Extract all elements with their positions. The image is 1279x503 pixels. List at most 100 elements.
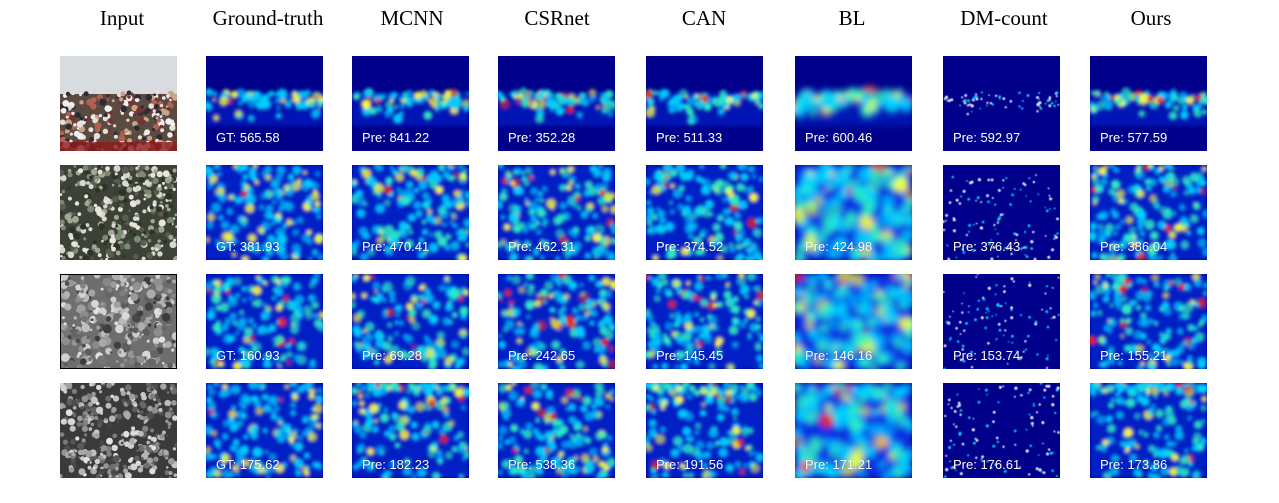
bl-density-map-row-4: Pre: 171.21 [795,383,912,478]
gt-density-map-row-3: GT: 160.93 [206,274,323,369]
input-image-row-4 [60,383,177,478]
csrnet-density-map-row-1: Pre: 352.28 [498,56,615,151]
density-heatmap [498,274,615,369]
density-heatmap [498,383,615,478]
density-heatmap [206,165,323,260]
density-heatmap [943,274,1060,369]
predicted-count-label: Pre: 182.23 [362,457,430,472]
mcnn-density-map-row-4: Pre: 182.23 [352,383,469,478]
predicted-count-label: Pre: 69.28 [362,348,422,363]
density-heatmap [352,165,469,260]
column-header-bl: BL [838,6,866,30]
ours-density-map-row-4: Pre: 173.86 [1090,383,1207,478]
predicted-count-label: Pre: 538.36 [508,457,576,472]
predicted-count-label: Pre: 386.04 [1100,239,1168,254]
can-density-map-row-3: Pre: 145.45 [646,274,763,369]
density-heatmap [206,274,323,369]
density-heatmap [206,383,323,478]
can-density-map-row-2: Pre: 374.52 [646,165,763,260]
predicted-count-label: Pre: 352.28 [508,130,576,145]
predicted-count-label: Pre: 470.41 [362,239,430,254]
column-header-csrnet: CSRnet [524,6,590,30]
input-image-row-3 [60,274,177,369]
crowd-photo [60,56,177,151]
density-heatmap [206,56,323,151]
bl-density-map-row-3: Pre: 146.16 [795,274,912,369]
ground-truth-count-label: GT: 160.93 [216,348,280,363]
density-heatmap [646,274,763,369]
predicted-count-label: Pre: 376.43 [953,239,1021,254]
density-heatmap [795,165,912,260]
mcnn-density-map-row-2: Pre: 470.41 [352,165,469,260]
dmcount-density-map-row-1: Pre: 592.97 [943,56,1060,151]
column-header-input: Input [99,6,145,30]
dmcount-density-map-row-2: Pre: 376.43 [943,165,1060,260]
density-heatmap [498,165,615,260]
can-density-map-row-4: Pre: 191.56 [646,383,763,478]
mcnn-density-map-row-1: Pre: 841.22 [352,56,469,151]
csrnet-density-map-row-4: Pre: 538.36 [498,383,615,478]
predicted-count-label: Pre: 592.97 [953,130,1021,145]
density-heatmap [352,383,469,478]
csrnet-density-map-row-3: Pre: 242.65 [498,274,615,369]
dmcount-density-map-row-4: Pre: 176.61 [943,383,1060,478]
ground-truth-count-label: GT: 565.58 [216,130,280,145]
density-heatmap [1090,274,1207,369]
density-heatmap [1090,165,1207,260]
density-heatmap [646,165,763,260]
density-heatmap [352,56,469,151]
ground-truth-count-label: GT: 175.62 [216,457,280,472]
predicted-count-label: Pre: 577.59 [1100,130,1168,145]
predicted-count-label: Pre: 424.98 [805,239,873,254]
density-heatmap [943,165,1060,260]
predicted-count-label: Pre: 153.74 [953,348,1021,363]
density-heatmap [943,383,1060,478]
column-header-dmcount: DM-count [960,6,1048,30]
column-header-gt: Ground-truth [212,6,324,30]
bl-density-map-row-1: Pre: 600.46 [795,56,912,151]
predicted-count-label: Pre: 146.16 [805,348,873,363]
predicted-count-label: Pre: 374.52 [656,239,724,254]
crowd-photo [60,274,177,369]
predicted-count-label: Pre: 176.61 [953,457,1021,472]
predicted-count-label: Pre: 511.33 [656,130,723,145]
density-heatmap [795,274,912,369]
ours-density-map-row-3: Pre: 155.21 [1090,274,1207,369]
predicted-count-label: Pre: 145.45 [656,348,724,363]
gt-density-map-row-2: GT: 381.93 [206,165,323,260]
density-heatmap [795,56,912,151]
predicted-count-label: Pre: 173.86 [1100,457,1168,472]
column-header-can: CAN [681,6,727,30]
density-heatmap [943,56,1060,151]
csrnet-density-map-row-2: Pre: 462.31 [498,165,615,260]
ground-truth-count-label: GT: 381.93 [216,239,280,254]
density-heatmap [1090,383,1207,478]
dmcount-density-map-row-3: Pre: 153.74 [943,274,1060,369]
bl-density-map-row-2: Pre: 424.98 [795,165,912,260]
predicted-count-label: Pre: 191.56 [656,457,724,472]
density-heatmap [795,383,912,478]
density-heatmap [646,383,763,478]
predicted-count-label: Pre: 171.21 [805,457,873,472]
density-heatmap [646,56,763,151]
can-density-map-row-1: Pre: 511.33 [646,56,763,151]
crowd-photo [60,165,177,260]
ours-density-map-row-1: Pre: 577.59 [1090,56,1207,151]
predicted-count-label: Pre: 600.46 [805,130,873,145]
predicted-count-label: Pre: 155.21 [1100,348,1168,363]
predicted-count-label: Pre: 841.22 [362,130,430,145]
ours-density-map-row-2: Pre: 386.04 [1090,165,1207,260]
mcnn-density-map-row-3: Pre: 69.28 [352,274,469,369]
gt-density-map-row-4: GT: 175.62 [206,383,323,478]
density-heatmap [352,274,469,369]
predicted-count-label: Pre: 242.65 [508,348,576,363]
input-image-row-1 [60,56,177,151]
column-header-mcnn: MCNN [380,6,444,30]
column-header-ours: Ours [1130,6,1172,30]
density-heatmap [1090,56,1207,151]
density-heatmap [498,56,615,151]
input-image-row-2 [60,165,177,260]
crowd-photo [60,383,177,478]
gt-density-map-row-1: GT: 565.58 [206,56,323,151]
predicted-count-label: Pre: 462.31 [508,239,576,254]
